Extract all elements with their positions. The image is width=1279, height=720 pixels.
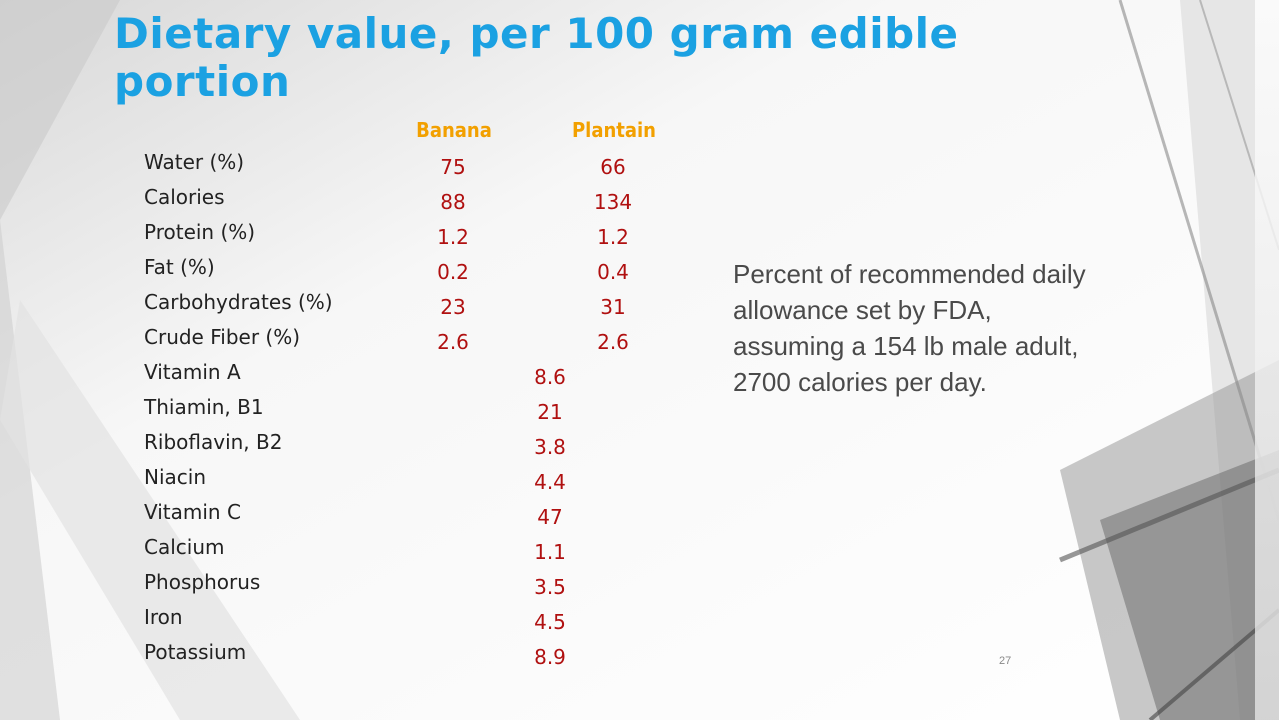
banana-value: 2.6	[437, 330, 469, 354]
column-header-banana: Banana	[416, 118, 492, 142]
plantain-value: 134	[593, 190, 633, 214]
row-label: Vitamin C	[144, 500, 241, 524]
banana-value: 75	[440, 155, 466, 179]
rda-value: 3.8	[534, 435, 566, 459]
row-label: Water (%)	[144, 150, 245, 174]
row-label: Protein (%)	[144, 220, 256, 244]
row-label: Crude Fiber (%)	[144, 325, 301, 349]
row-label: Calcium	[144, 535, 225, 559]
rda-value: 4.5	[534, 610, 566, 634]
rda-value: 4.4	[534, 470, 566, 494]
rda-note: Percent of recommended daily allowance s…	[733, 259, 1086, 397]
row-label: Potassium	[144, 640, 247, 664]
row-label: Fat (%)	[144, 255, 215, 279]
slide-title: Dietary value, per 100 gram edible porti…	[114, 9, 959, 106]
row-label: Phosphorus	[144, 570, 261, 594]
plantain-value: 1.2	[597, 225, 629, 249]
plantain-value: 0.4	[597, 260, 629, 284]
column-header-plantain: Plantain	[571, 118, 656, 142]
plantain-value: 31	[600, 295, 626, 319]
banana-value: 1.2	[437, 225, 469, 249]
plantain-value: 2.6	[597, 330, 629, 354]
banana-value: 23	[440, 295, 466, 319]
rda-value: 1.1	[534, 540, 566, 564]
row-label: Carbohydrates (%)	[144, 290, 333, 314]
rda-value: 21	[537, 400, 563, 424]
rda-value: 47	[537, 505, 563, 529]
row-label: Riboflavin, B2	[144, 430, 283, 454]
plantain-value: 66	[600, 155, 626, 179]
row-label: Thiamin, B1	[144, 395, 264, 419]
rda-value: 3.5	[534, 575, 566, 599]
row-label: Niacin	[144, 465, 207, 489]
rda-value: 8.6	[534, 365, 566, 389]
banana-value: 0.2	[437, 260, 469, 284]
rda-value: 8.9	[534, 645, 566, 669]
banana-value: 88	[440, 190, 466, 214]
row-label: Vitamin A	[144, 360, 241, 384]
row-label: Calories	[144, 185, 225, 209]
row-label: Iron	[144, 605, 183, 629]
page-number: 27	[999, 655, 1012, 667]
